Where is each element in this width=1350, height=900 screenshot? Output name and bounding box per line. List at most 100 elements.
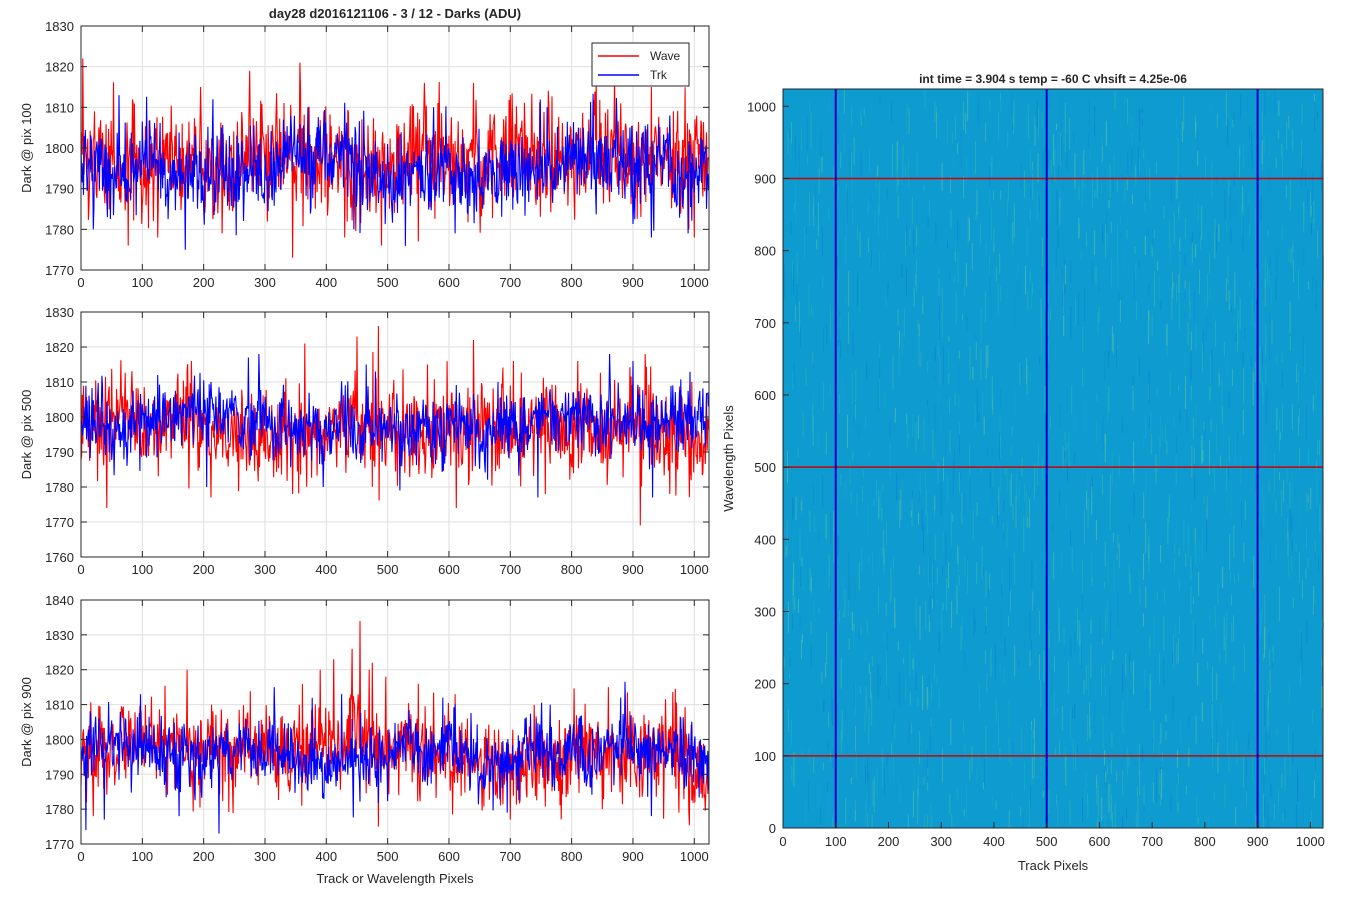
- legend-box: [591, 42, 690, 87]
- x-tick-label: 1000: [680, 562, 709, 577]
- series-line-trk: [81, 681, 709, 834]
- x-tick-label: 400: [983, 834, 1005, 849]
- y-tick-label: 1820: [45, 60, 74, 75]
- x-tick-label: 400: [315, 275, 337, 290]
- heatmap-texture: [783, 89, 1324, 828]
- x-tick-label: 400: [315, 849, 337, 864]
- x-tick-label: 800: [561, 562, 583, 577]
- figure-title: day28 d2016121106 - 3 / 12 - Darks (ADU): [269, 6, 521, 21]
- y-tick-label: 1840: [45, 593, 74, 608]
- x-tick-label: 700: [499, 275, 521, 290]
- y-tick-label: 1800: [45, 410, 74, 425]
- x-tick-label: 100: [131, 849, 153, 864]
- x-tick-label: 400: [315, 562, 337, 577]
- y-tick-label: 500: [754, 460, 776, 475]
- y-tick-label: 800: [754, 244, 776, 259]
- legend: Wave Trk: [591, 42, 690, 87]
- y-axis-label: Dark @ pix 900: [19, 677, 34, 767]
- x-tick-label: 100: [131, 275, 153, 290]
- axes-frame: [782, 88, 1324, 829]
- y-tick-label: 1800: [45, 732, 74, 747]
- x-tick-label: 1000: [680, 849, 709, 864]
- x-tick-label: 100: [131, 562, 153, 577]
- x-tick-label: 200: [878, 834, 900, 849]
- plot-area: [81, 600, 709, 844]
- x-tick-label: 1000: [1296, 834, 1325, 849]
- heatmap-title: int time = 3.904 s temp = -60 C vhsift =…: [919, 72, 1187, 86]
- x-tick-label: 700: [499, 849, 521, 864]
- y-axis-label: Wavelength Pixels: [721, 405, 736, 512]
- x-tick-label: 600: [438, 275, 460, 290]
- x-tick-label: 100: [825, 834, 847, 849]
- line-panel-pix-900: 0 100 200 300 400 500 600 700 800 900 1000 1770 1780…: [19, 593, 710, 886]
- y-tick-label: 1810: [45, 698, 74, 713]
- line-panel-pix-500: 0 100 200 300 400 500 600 700 800 900 1000 1760 1770…: [19, 305, 710, 577]
- series-line-trk: [81, 353, 709, 498]
- y-tick-label: 1830: [45, 305, 74, 320]
- y-tick-label: 1790: [45, 182, 74, 197]
- y-tick-label: 1800: [45, 141, 74, 156]
- x-axis-label: Track or Wavelength Pixels: [316, 871, 474, 886]
- y-axis-label: Dark @ pix 100: [19, 103, 34, 193]
- y-tick-label: 1770: [45, 515, 74, 530]
- heatmap-background: [783, 89, 1323, 828]
- series-line-trk: [81, 93, 709, 250]
- y-tick-label: 700: [754, 316, 776, 331]
- y-tick-label: 1780: [45, 480, 74, 495]
- x-tick-label: 300: [254, 849, 276, 864]
- x-tick-label: 600: [438, 849, 460, 864]
- y-tick-label: 1770: [45, 263, 74, 278]
- x-tick-label: 900: [622, 562, 644, 577]
- x-tick-label: 300: [930, 834, 952, 849]
- y-tick-label: 1830: [45, 628, 74, 643]
- x-tick-label: 300: [254, 562, 276, 577]
- x-tick-label: 0: [779, 834, 786, 849]
- y-tick-label: 0: [769, 821, 776, 836]
- x-tick-label: 700: [1141, 834, 1163, 849]
- x-tick-label: 900: [1247, 834, 1269, 849]
- x-tick-label: 0: [77, 849, 84, 864]
- y-axis-label: Dark @ pix 500: [19, 390, 34, 480]
- y-tick-label: 1820: [45, 663, 74, 678]
- legend-label: Wave: [650, 49, 681, 63]
- x-tick-label: 500: [1036, 834, 1058, 849]
- x-tick-label: 500: [377, 849, 399, 864]
- x-tick-label: 600: [1089, 834, 1111, 849]
- y-tick-label: 100: [754, 749, 776, 764]
- y-tick-label: 1820: [45, 340, 74, 355]
- y-tick-label: 1810: [45, 100, 74, 115]
- x-tick-label: 200: [193, 275, 215, 290]
- y-tick-label: 1780: [45, 222, 74, 237]
- legend-label: Trk: [650, 68, 668, 82]
- x-tick-label: 800: [561, 275, 583, 290]
- heatmap-panel: 0 100 200 300 400 500 600 700 800 900 1000 0 100 200 3…: [721, 72, 1325, 873]
- axes-frame: [80, 311, 710, 558]
- y-tick-label: 1000: [747, 99, 776, 114]
- y-tick-label: 1810: [45, 375, 74, 390]
- x-tick-label: 200: [193, 849, 215, 864]
- y-tick-label: 400: [754, 532, 776, 547]
- x-tick-label: 600: [438, 562, 460, 577]
- x-tick-label: 800: [561, 849, 583, 864]
- x-axis-label: Track Pixels: [1018, 858, 1089, 873]
- x-tick-label: 900: [622, 849, 644, 864]
- x-tick-label: 700: [499, 562, 521, 577]
- y-tick-label: 1780: [45, 802, 74, 817]
- x-tick-label: 1000: [680, 275, 709, 290]
- x-tick-label: 800: [1194, 834, 1216, 849]
- x-tick-label: 200: [193, 562, 215, 577]
- y-tick-label: 600: [754, 388, 776, 403]
- line-panel-pix-100: 0 100 200 300 400 500 600 700 800 900 1000 1770 1780…: [19, 19, 710, 290]
- x-tick-label: 900: [622, 275, 644, 290]
- x-tick-label: 0: [77, 275, 84, 290]
- x-tick-label: 500: [377, 562, 399, 577]
- y-tick-label: 300: [754, 604, 776, 619]
- y-tick-label: 1790: [45, 445, 74, 460]
- y-tick-label: 1770: [45, 837, 74, 852]
- y-tick-label: 1760: [45, 550, 74, 565]
- y-tick-label: 1830: [45, 19, 74, 34]
- x-tick-label: 300: [254, 275, 276, 290]
- axes-frame: [80, 599, 710, 845]
- x-tick-label: 500: [377, 275, 399, 290]
